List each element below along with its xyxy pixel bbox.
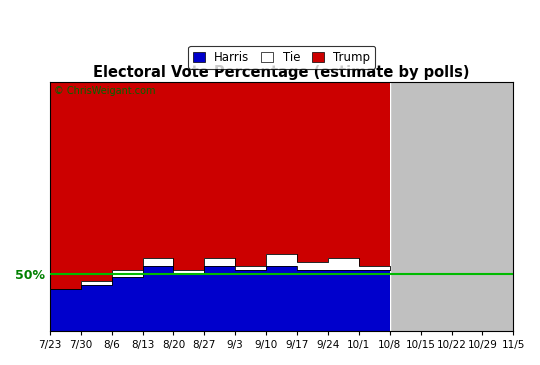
Text: © ChrisWeigant.com: © ChrisWeigant.com — [55, 86, 156, 96]
Legend: Harris, Tie, Trump: Harris, Tie, Trump — [188, 46, 375, 69]
Bar — [390, 82, 514, 331]
Title: Electoral Vote Percentage (estimate by polls): Electoral Vote Percentage (estimate by p… — [93, 65, 470, 80]
Bar — [50, 82, 390, 331]
